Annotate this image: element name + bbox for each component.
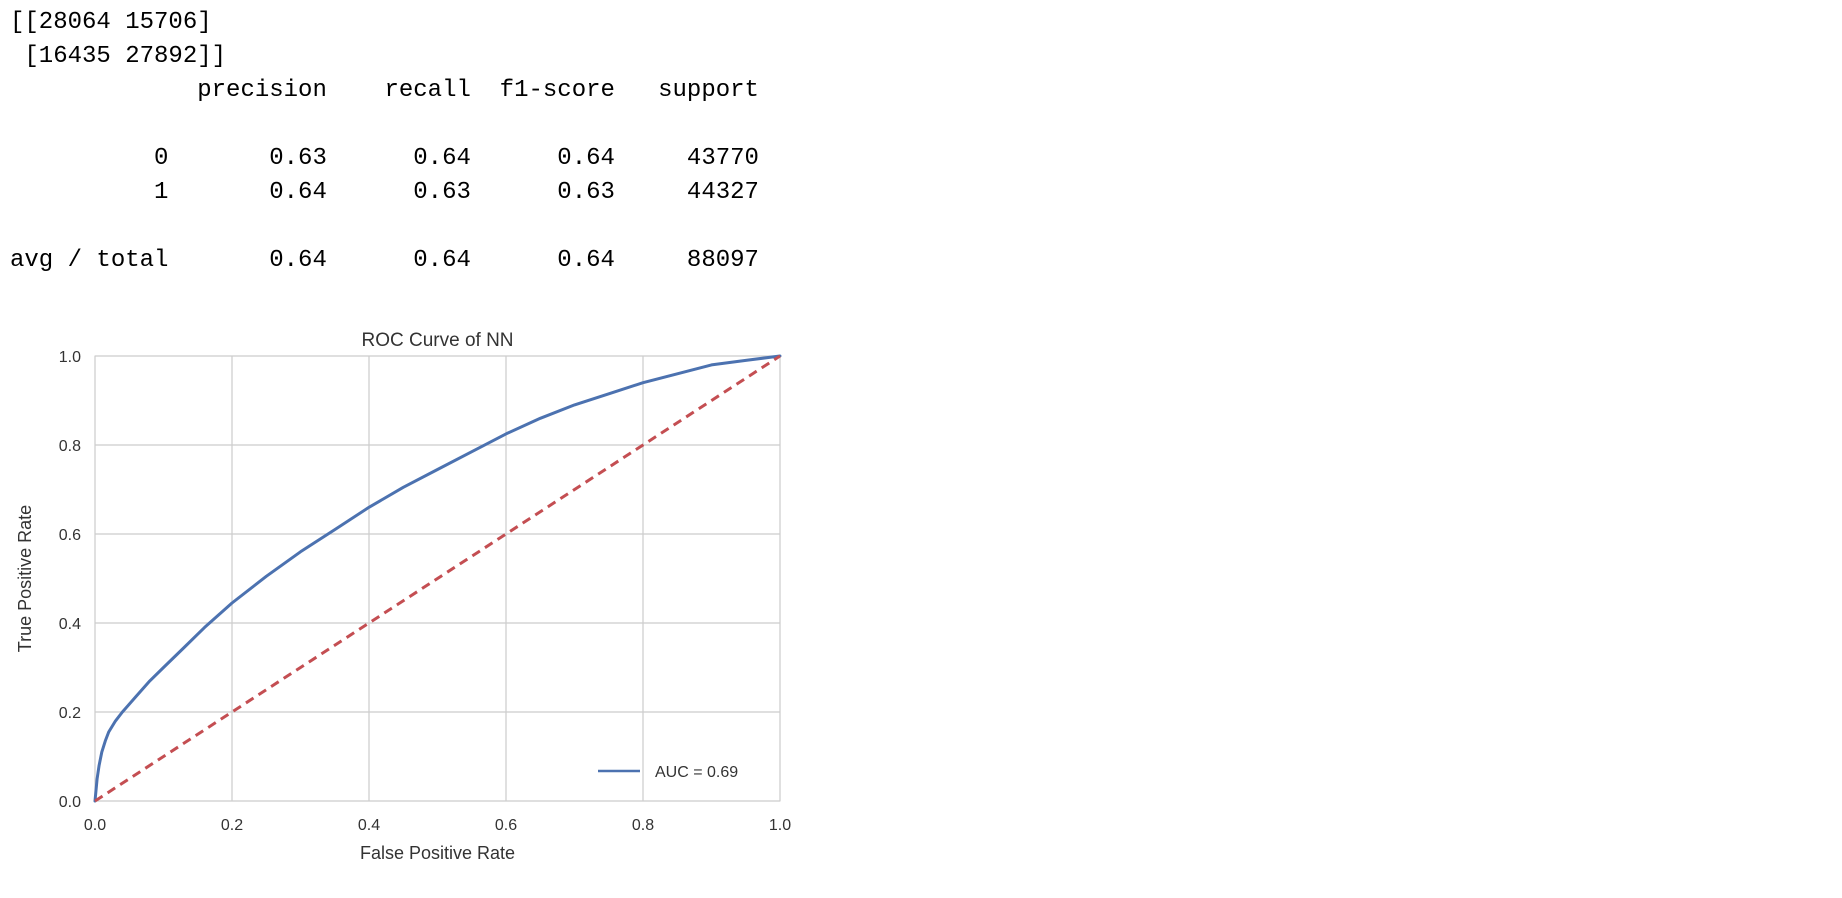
chance-diagonal-line	[94, 354, 781, 803]
console-output: [[28064 15706] [16435 27892]] precision …	[10, 6, 759, 278]
y-tick-label: 0.6	[59, 527, 81, 544]
legend: AUC = 0.69	[598, 764, 738, 781]
y-tick-label: 1.0	[59, 349, 81, 366]
plot-frame	[94, 355, 781, 802]
y-tick-label: 0.4	[59, 616, 81, 633]
roc-curve-line	[93, 354, 782, 803]
y-tick-label: 0.0	[59, 794, 81, 811]
legend-label: AUC = 0.69	[655, 764, 738, 781]
console-line	[10, 210, 759, 244]
roc-chart: 0.0 0.2 0.4 0.6 0.8 1.0 0.0 0.2 0.4 0.6 0.8 1.0 ROC…	[15, 330, 791, 863]
console-line: 0 0.63 0.64 0.64 43770	[10, 145, 759, 172]
console-line: 1 0.64 0.63 0.63 44327	[10, 179, 759, 206]
series-layer	[93, 354, 782, 803]
x-axis-label: False Positive Rate	[360, 843, 515, 863]
console-line	[10, 108, 759, 142]
console-line: [16435 27892]]	[10, 43, 227, 70]
console-line: avg / total 0.64 0.64 0.64 88097	[10, 247, 759, 274]
ticks-layer: 0.0 0.2 0.4 0.6 0.8 1.0 0.0 0.2 0.4 0.6 0.8 1.0	[59, 349, 791, 834]
x-tick-label: 0.0	[84, 817, 106, 834]
x-tick-label: 0.2	[221, 817, 243, 834]
x-tick-label: 0.4	[358, 817, 380, 834]
x-tick-label: 0.8	[632, 817, 654, 834]
y-tick-label: 0.2	[59, 705, 81, 722]
chart-title: ROC Curve of NN	[361, 330, 513, 351]
x-tick-label: 1.0	[769, 817, 791, 834]
y-tick-label: 0.8	[59, 438, 81, 455]
y-axis-label: True Positive Rate	[15, 505, 35, 652]
x-tick-label: 0.6	[495, 817, 517, 834]
console-line: precision recall f1-score support	[10, 77, 759, 104]
console-line: [[28064 15706]	[10, 9, 212, 36]
